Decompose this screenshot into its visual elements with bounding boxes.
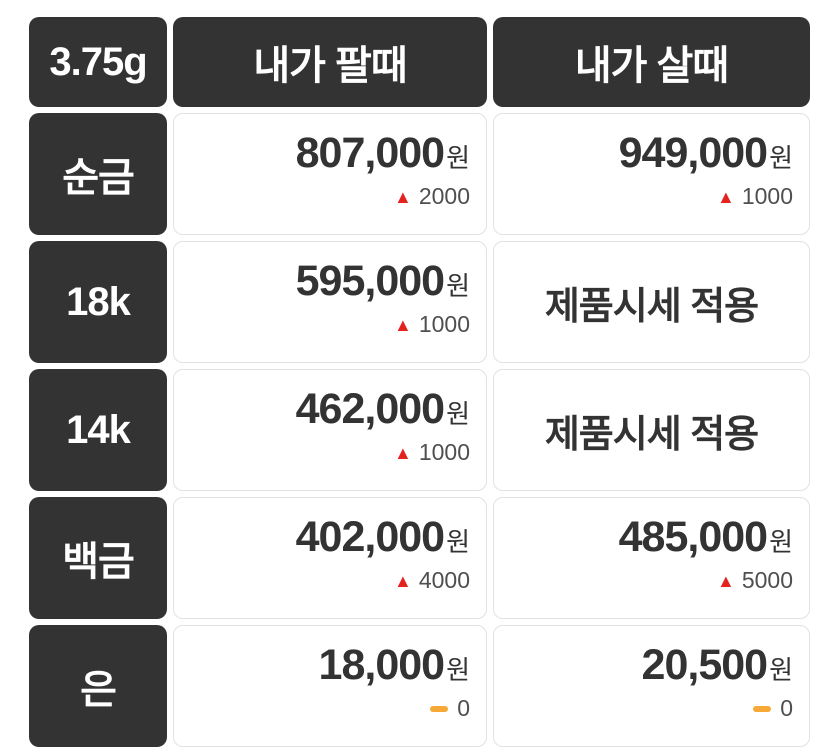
- price-cell-14k-sell: 462,000 원 ▲ 1000: [173, 369, 487, 491]
- price-cell-pure-gold-buy: 949,000 원 ▲ 1000: [493, 113, 810, 235]
- change-value: 2000: [418, 183, 470, 210]
- currency-unit: 원: [769, 143, 793, 173]
- price-line: 485,000 원: [618, 513, 793, 561]
- sell-column-header: 내가 팔때: [173, 17, 487, 107]
- price-line: 18,000 원: [318, 641, 470, 689]
- change-value: 1000: [418, 311, 470, 338]
- price-cell-pure-gold-sell: 807,000 원 ▲ 2000: [173, 113, 487, 235]
- price-line: 402,000 원: [295, 513, 470, 561]
- price-value: 402,000: [295, 513, 445, 561]
- price-value: 595,000: [295, 257, 445, 305]
- up-triangle-icon: ▲: [394, 186, 412, 207]
- change-value: 1000: [741, 183, 793, 210]
- zero-dash-icon: [430, 705, 449, 712]
- price-line: 949,000 원: [618, 129, 793, 177]
- currency-unit: 원: [769, 655, 793, 685]
- change-indicator: ▲ 5000: [717, 569, 793, 592]
- price-line: 20,500 원: [641, 641, 793, 689]
- currency-unit: 원: [446, 527, 470, 557]
- price-cell-18k-buy: 제품시세 적용: [493, 241, 810, 363]
- price-cell-18k-sell: 595,000 원 ▲ 1000: [173, 241, 487, 363]
- price-value: 18,000: [318, 641, 446, 689]
- product-price-note: 제품시세 적용: [544, 285, 759, 328]
- unit-header: 3.75g: [29, 17, 167, 107]
- change-value: 0: [780, 695, 793, 722]
- price-cell-platinum-sell: 402,000 원 ▲ 4000: [173, 497, 487, 619]
- change-indicator: ▲ 1000: [717, 185, 793, 208]
- change-value: 0: [457, 695, 470, 722]
- price-value: 462,000: [295, 385, 445, 433]
- change-indicator: ▲ 0: [430, 697, 470, 720]
- currency-unit: 원: [446, 655, 470, 685]
- price-value: 807,000: [295, 129, 445, 177]
- up-triangle-icon: ▲: [394, 570, 412, 591]
- currency-unit: 원: [446, 271, 470, 301]
- product-price-note: 제품시세 적용: [544, 413, 759, 456]
- change-value: 5000: [741, 567, 793, 594]
- currency-unit: 원: [446, 399, 470, 429]
- buy-column-header: 내가 살때: [493, 17, 810, 107]
- price-value: 20,500: [641, 641, 769, 689]
- up-triangle-icon: ▲: [394, 442, 412, 463]
- row-label-pure-gold: 순금: [29, 113, 167, 235]
- zero-dash-icon: [753, 705, 772, 712]
- row-label-platinum: 백금: [29, 497, 167, 619]
- change-indicator: ▲ 2000: [394, 185, 470, 208]
- row-label-14k: 14k: [29, 369, 167, 491]
- currency-unit: 원: [769, 527, 793, 557]
- change-value: 4000: [418, 567, 470, 594]
- change-indicator: ▲ 4000: [394, 569, 470, 592]
- change-indicator: ▲ 1000: [394, 313, 470, 336]
- price-cell-silver-sell: 18,000 원 ▲ 0: [173, 625, 487, 747]
- change-indicator: ▲ 1000: [394, 441, 470, 464]
- price-value: 949,000: [618, 129, 768, 177]
- price-line: 595,000 원: [295, 257, 470, 305]
- currency-unit: 원: [446, 143, 470, 173]
- row-label-silver: 은: [29, 625, 167, 747]
- price-cell-silver-buy: 20,500 원 ▲ 0: [493, 625, 810, 747]
- price-cell-platinum-buy: 485,000 원 ▲ 5000: [493, 497, 810, 619]
- row-label-18k: 18k: [29, 241, 167, 363]
- up-triangle-icon: ▲: [394, 314, 412, 335]
- up-triangle-icon: ▲: [717, 570, 735, 591]
- price-line: 807,000 원: [295, 129, 470, 177]
- price-cell-14k-buy: 제품시세 적용: [493, 369, 810, 491]
- price-value: 485,000: [618, 513, 768, 561]
- price-line: 462,000 원: [295, 385, 470, 433]
- up-triangle-icon: ▲: [717, 186, 735, 207]
- change-value: 1000: [418, 439, 470, 466]
- change-indicator: ▲ 0: [753, 697, 793, 720]
